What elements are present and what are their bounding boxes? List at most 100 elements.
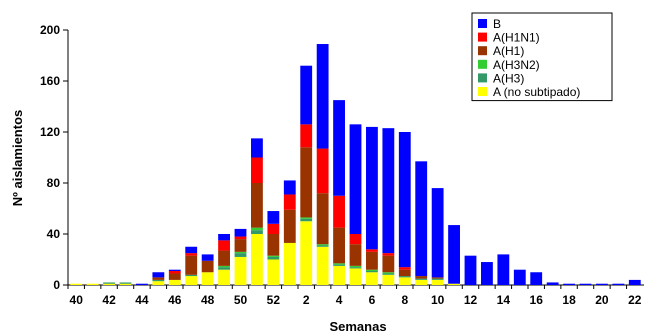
bar-segment-a-h1n1	[168, 270, 181, 274]
bar-segment-b	[168, 269, 181, 271]
bar-segment-a-h1n1	[218, 240, 230, 251]
bar-segment-a-h1n1	[267, 223, 280, 234]
x-tick-label: 20	[595, 293, 609, 307]
legend-label: A(H1N1)	[493, 31, 540, 45]
bar-segment-a-h1	[415, 276, 428, 279]
bar-segment-b	[563, 283, 575, 285]
bar-segment-a-h1	[431, 277, 444, 279]
bar-segment-a-h3	[382, 273, 395, 275]
bar-segment-a-no-subtipado	[251, 234, 263, 285]
y-tick-label: 80	[47, 176, 61, 190]
bar-segment-a-no-subtipado	[218, 269, 230, 285]
x-tick-label: 2	[303, 293, 310, 307]
bar-segment-a-h3n2	[382, 272, 395, 274]
bar-segment-b	[333, 100, 345, 196]
bar-segment-b	[431, 188, 444, 278]
x-tick-label: 40	[70, 293, 84, 307]
bar-segment-a-no-subtipado	[398, 277, 411, 285]
x-tick-label: 12	[464, 293, 478, 307]
x-tick-label: 8	[401, 293, 408, 307]
bar-segment-b	[300, 65, 313, 125]
x-axis: 40 42 44 46 48 50 52 2 4 6 8 10 12 14 16 18 20 22	[67, 284, 644, 307]
bar-segment-b	[579, 283, 592, 285]
bar-segment-a-h1	[316, 193, 329, 245]
bar-segment-b	[546, 282, 559, 285]
bar-segment-b	[612, 283, 625, 285]
bar-segment-a-no-subtipado	[283, 242, 296, 285]
bar-segment-a-h3n2	[316, 244, 329, 246]
bar-segment-a-no-subtipado	[448, 283, 460, 285]
legend-swatch	[478, 59, 487, 69]
bar-segment-b	[628, 279, 641, 285]
legend-label: A(H3)	[493, 71, 524, 85]
bar-segment-a-h3n2	[267, 255, 280, 257]
x-tick-label: 50	[234, 293, 248, 307]
legend-label: A(H1)	[493, 44, 524, 58]
legend-label: A(H3N2)	[493, 58, 540, 72]
x-tick-label: 6	[369, 293, 376, 307]
bar-segment-a-no-subtipado	[382, 274, 395, 285]
bar-segment-a-h1	[168, 273, 181, 280]
bar-segment-a-h3	[415, 278, 428, 280]
bar-segment-a-h3	[349, 267, 362, 269]
x-tick-label: 48	[201, 293, 215, 307]
x-tick-label: 22	[628, 293, 642, 307]
bar-segment-a-h3	[316, 245, 329, 247]
bar-segment-a-no-subtipado	[415, 279, 428, 285]
y-tick-label: 160	[40, 74, 60, 88]
x-tick-label: 52	[267, 293, 281, 307]
bar-segment-a-no-subtipado	[185, 276, 198, 285]
bar-segment-a-h3	[333, 264, 345, 266]
bar-segment-a-no-subtipado	[103, 283, 115, 285]
bar-segment-a-h1	[251, 183, 263, 228]
bar-segment-a-h1	[349, 244, 362, 266]
bar-segment-a-h1	[382, 255, 395, 273]
bar-segment-a-h3	[267, 256, 280, 260]
bar-segment-a-no-subtipado	[267, 259, 280, 285]
bar-segment-a-h1n1	[382, 253, 395, 256]
bar-segment-a-no-subtipado	[119, 283, 132, 285]
bar-segment-b	[234, 228, 247, 237]
bar-segment-a-h1n1	[251, 157, 263, 183]
bar-segment-a-no-subtipado	[431, 279, 444, 285]
x-tick-label: 16	[530, 293, 544, 307]
bar-segment-b	[497, 254, 510, 285]
bar-segment-a-h3	[234, 253, 247, 257]
bar-segment-a-h3	[119, 282, 132, 284]
legend-swatch	[478, 46, 487, 56]
bar-segment-a-no-subtipado	[316, 246, 329, 285]
bar-segment-a-h3n2	[333, 263, 345, 265]
x-tick-label: 18	[562, 293, 576, 307]
bar-segment-a-h3	[251, 230, 263, 234]
y-tick-label: 120	[40, 125, 60, 139]
bar-segment-a-h1n1	[366, 249, 378, 252]
bar-segment-a-h3n2	[349, 265, 362, 268]
bar-segment-a-h1n1	[234, 236, 247, 240]
bar-segment-a-h3	[398, 276, 411, 278]
bar-segment-a-no-subtipado	[168, 279, 181, 285]
bar-segment-a-h1n1	[398, 267, 411, 270]
legend: BA(H1N1)A(H1)A(H3N2)A(H3)A (no subtipado…	[471, 12, 613, 102]
bar-segment-b	[251, 138, 263, 158]
x-tick-label: 46	[168, 293, 182, 307]
y-axis-title: Nº aislamientos	[10, 110, 25, 207]
x-tick-label: 10	[431, 293, 445, 307]
bar-segment-a-h3n2	[234, 251, 247, 254]
bar-segment-b	[513, 269, 526, 285]
legend-swatch	[478, 19, 487, 28]
y-tick-label: 40	[47, 227, 61, 241]
legend-box	[471, 12, 613, 102]
bar-segment-a-h3	[431, 278, 444, 280]
bar-segment-a-h1n1	[283, 194, 296, 210]
y-tick-label: 0	[53, 278, 60, 292]
bar-segment-b	[596, 283, 608, 285]
bar-segment-a-h1n1	[300, 124, 313, 148]
bar-segment-b	[152, 272, 165, 278]
bar-segment-a-no-subtipado	[300, 221, 313, 285]
bar-segment-a-h1	[333, 227, 345, 264]
bar-segment-a-h1	[398, 269, 411, 277]
bar-segment-a-h1n1	[185, 253, 198, 256]
x-tick-label: 4	[336, 293, 343, 307]
bar-segment-a-h3	[185, 274, 198, 277]
bar-segment-b	[316, 44, 329, 149]
